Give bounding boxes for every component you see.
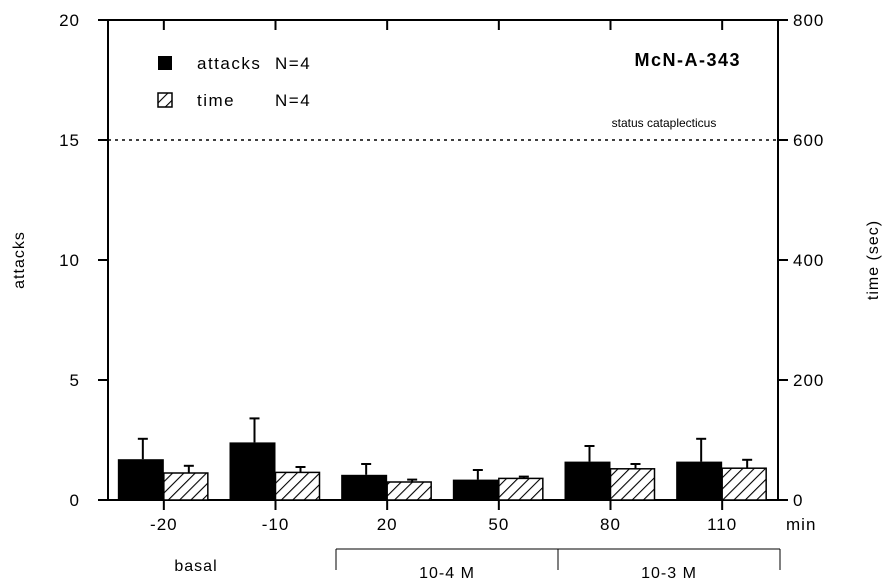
y-right-axis-title: time (sec)	[865, 220, 882, 300]
attacks-bar-3	[452, 479, 499, 500]
group-label-basal: basal	[174, 558, 217, 575]
y-right-tick-label-1: 200	[793, 371, 824, 390]
x-tick-label-0: -20	[150, 515, 178, 534]
attacks-bar-1	[229, 442, 276, 500]
legend-label-time: time	[197, 91, 235, 110]
top-ticks	[162, 20, 724, 30]
y-left-axis-title: attacks	[11, 231, 28, 289]
legend-swatch-attacks	[158, 56, 172, 70]
x-tick-label-1: -10	[262, 515, 290, 534]
group-label-10-4-M: 10-4 M	[419, 565, 475, 579]
legend-n-time: N=4	[275, 91, 311, 110]
group-label-10-3-M: 10-3 M	[641, 565, 697, 579]
time-bar-2	[386, 481, 432, 501]
x-ticks: -20 -10 20 50 80 110	[150, 500, 737, 534]
legend: attacks N=4 time N=4	[157, 54, 311, 110]
x-unit-label: min	[786, 515, 816, 534]
x-tick-label-5: 110	[707, 515, 737, 534]
time-bar-5	[721, 467, 767, 501]
legend-swatch-time	[157, 92, 173, 108]
status-cataplecticus-label: status cataplecticus	[612, 116, 717, 130]
time-bar-3	[498, 477, 544, 501]
chart-title: McN-A-343	[634, 50, 741, 70]
y-left-tick-label-4: 20	[59, 11, 80, 30]
y-right-tick-label-0: 0	[793, 491, 803, 510]
y-right-tick-label-4: 800	[793, 11, 824, 30]
x-tick-label-2: 20	[377, 515, 398, 534]
x-tick-label-3: 50	[488, 515, 509, 534]
attacks-bar-5	[676, 461, 723, 500]
y-left-tick-label-0: 0	[70, 491, 80, 510]
y-left-tick-label-1: 5	[70, 371, 80, 390]
y-left-tick-label-3: 15	[59, 131, 80, 150]
x-tick-label-4: 80	[600, 515, 621, 534]
group-brackets: basal 10-4 M 10-3 M	[174, 548, 781, 579]
legend-label-attacks: attacks	[197, 54, 261, 73]
attacks-bar-4	[564, 461, 611, 500]
time-bar-0	[163, 472, 209, 501]
attacks-bar-2	[341, 474, 388, 500]
bars	[117, 417, 767, 501]
y-left-tick-label-2: 10	[59, 251, 80, 270]
legend-n-attacks: N=4	[275, 54, 311, 73]
y-right-tick-label-2: 400	[793, 251, 824, 270]
time-bar-1	[274, 471, 321, 501]
attacks-bar-0	[117, 459, 164, 500]
time-bar-4	[609, 468, 656, 501]
y-right-ticks: 0 200 400 600 800	[778, 11, 824, 510]
y-left-ticks: 0 5 10 15 20	[59, 11, 108, 510]
y-right-tick-label-3: 600	[793, 131, 824, 150]
